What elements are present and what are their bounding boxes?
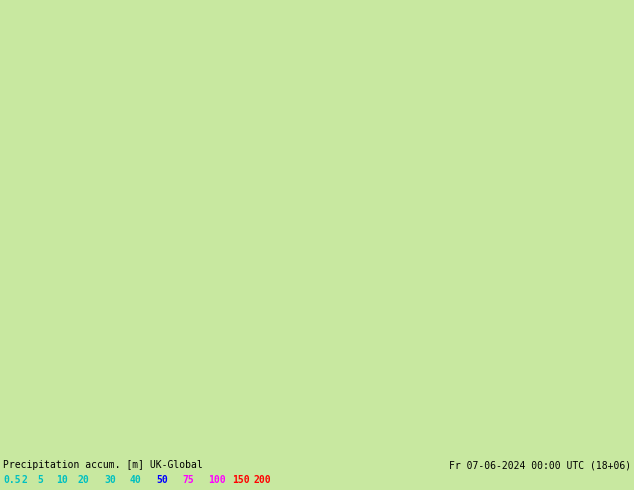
Text: 75: 75	[182, 475, 194, 485]
Text: Fr 07-06-2024 00:00 UTC (18+06): Fr 07-06-2024 00:00 UTC (18+06)	[449, 460, 631, 470]
Text: 50: 50	[156, 475, 168, 485]
Text: 5: 5	[37, 475, 43, 485]
Text: 20: 20	[78, 475, 90, 485]
Text: 200: 200	[254, 475, 271, 485]
Text: 150: 150	[232, 475, 250, 485]
Text: 100: 100	[208, 475, 226, 485]
Text: 0.5: 0.5	[3, 475, 21, 485]
Text: 2: 2	[22, 475, 28, 485]
Text: 30: 30	[104, 475, 116, 485]
Text: Precipitation accum. [m] UK-Global: Precipitation accum. [m] UK-Global	[3, 460, 203, 470]
Text: 10: 10	[56, 475, 68, 485]
Text: 40: 40	[130, 475, 142, 485]
